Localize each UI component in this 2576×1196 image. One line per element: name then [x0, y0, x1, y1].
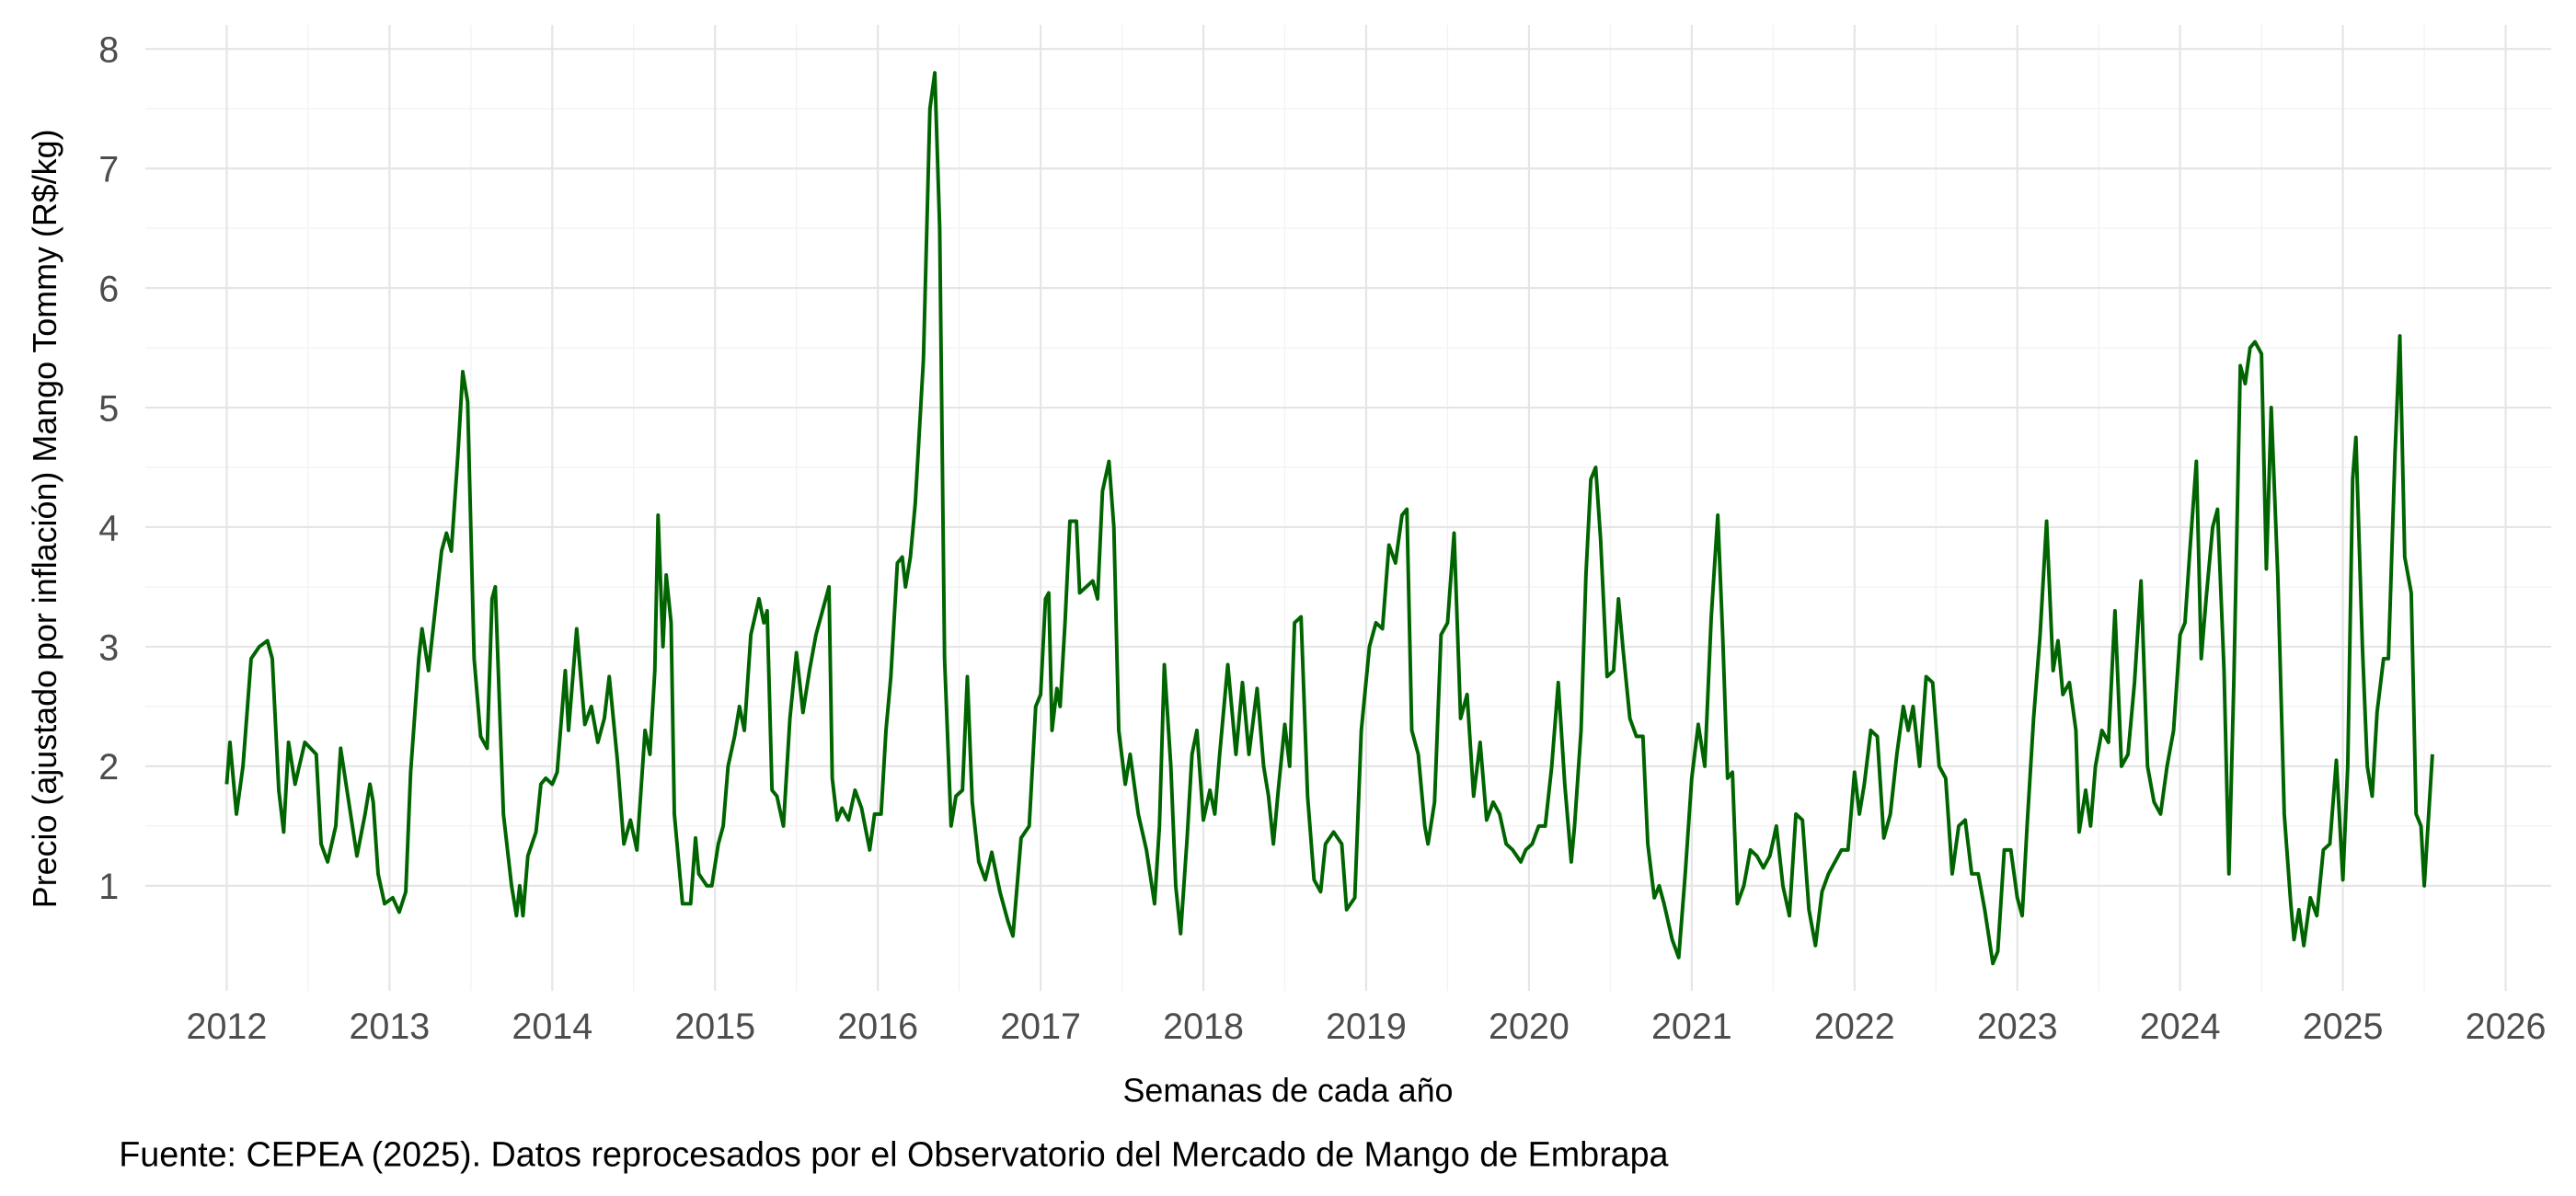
x-tick-label: 2012 — [187, 1006, 268, 1047]
caption: Fuente: CEPEA (2025). Datos reprocesados… — [119, 1134, 1668, 1173]
y-axis-title: Precio (ajustado por inflación) Mango To… — [27, 129, 63, 908]
y-tick-label: 2 — [98, 747, 119, 788]
grid — [144, 25, 2552, 992]
x-tick-label: 2014 — [512, 1006, 592, 1047]
x-tick-label: 2019 — [1326, 1006, 1407, 1047]
x-tick-label: 2021 — [1651, 1006, 1732, 1047]
x-tick-label: 2020 — [1489, 1006, 1570, 1047]
x-axis-title: Semanas de cada año — [1122, 1072, 1453, 1109]
x-tick-label: 2015 — [674, 1006, 755, 1047]
y-tick-label: 8 — [98, 30, 119, 71]
x-tick-label: 2022 — [1814, 1006, 1895, 1047]
y-tick-label: 5 — [98, 388, 119, 429]
x-tick-label: 2018 — [1163, 1006, 1244, 1047]
y-tick-label: 4 — [98, 508, 119, 548]
x-tick-label: 2017 — [1000, 1006, 1081, 1047]
y-tick-label: 6 — [98, 269, 119, 309]
y-tick-label: 3 — [98, 627, 119, 668]
x-tick-label: 2026 — [2466, 1006, 2547, 1047]
y-tick-label: 7 — [98, 149, 119, 190]
x-tick-label: 2023 — [1977, 1006, 2058, 1047]
x-tick-label: 2025 — [2303, 1006, 2384, 1047]
x-tick-label: 2013 — [349, 1006, 430, 1047]
y-tick-label: 1 — [98, 867, 119, 907]
x-tick-label: 2016 — [837, 1006, 918, 1047]
x-tick-label: 2024 — [2140, 1006, 2221, 1047]
price-line — [224, 71, 2434, 966]
